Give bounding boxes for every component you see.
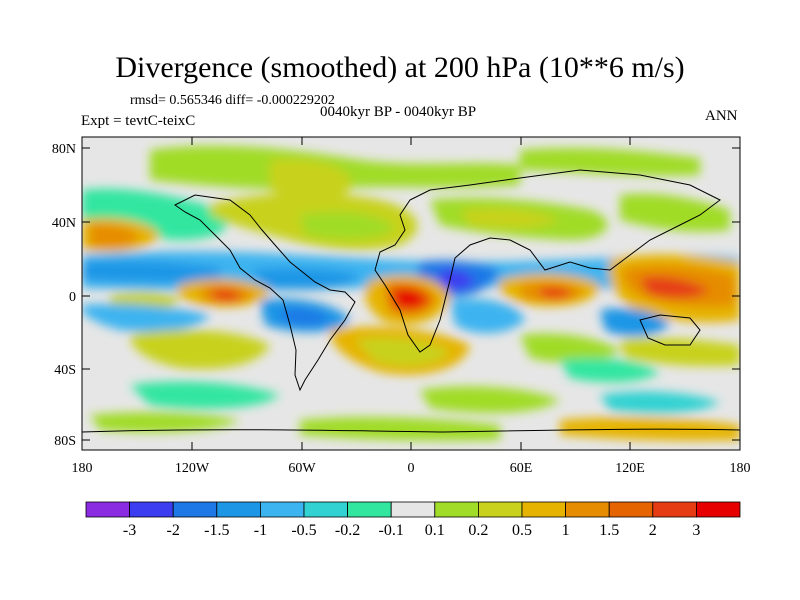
colorbar-label: -0.2 xyxy=(335,522,360,539)
colorbar-box xyxy=(390,501,436,518)
colorbar-label: 0.5 xyxy=(512,522,532,539)
colorbar-box xyxy=(129,501,174,518)
lon-label-0: 0 xyxy=(408,461,415,476)
colorbar-box xyxy=(477,501,523,518)
divergence-field xyxy=(82,137,740,450)
lon-label-60e: 60E xyxy=(510,461,533,476)
lon-tick-labels: 180 120W 60W 0 60E 120E 180 xyxy=(72,461,751,476)
lat-label-80n: 80N xyxy=(52,142,76,157)
color-fill-regions xyxy=(82,145,740,441)
colorbar-box xyxy=(303,501,348,518)
experiment-label: Expt = tevtC-teixC xyxy=(81,113,196,129)
colorbar-box xyxy=(565,501,610,518)
colorbar-box xyxy=(696,501,741,518)
colorbar-box xyxy=(347,501,392,518)
lat-label-80s: 80S xyxy=(54,434,76,449)
colorbar-label: -3 xyxy=(123,522,136,539)
lon-label-120w: 120W xyxy=(175,461,210,476)
lat-label-0: 0 xyxy=(69,290,76,305)
colorbar-box xyxy=(216,501,261,518)
coastlines xyxy=(82,169,740,433)
colorbar-box xyxy=(652,501,697,518)
colorbar-label: -0.1 xyxy=(379,522,404,539)
lat-tick-labels: 80N 40N 0 40S 80S xyxy=(52,142,76,449)
lon-label-120e: 120E xyxy=(615,461,645,476)
colorbar xyxy=(85,501,741,518)
colorbar-box xyxy=(434,501,479,518)
lat-ticks xyxy=(82,147,740,441)
colorbar-label: 0.1 xyxy=(425,522,445,539)
lat-label-40n: 40N xyxy=(52,216,76,231)
lon-label-60w: 60W xyxy=(288,461,316,476)
lon-ticks xyxy=(81,137,741,450)
colorbar-label: -1.5 xyxy=(204,522,229,539)
colorbar-box xyxy=(85,501,130,518)
colorbar-label: 3 xyxy=(692,522,700,539)
rmsd-diff-stats: rmsd= 0.565346 diff= -0.000229202 xyxy=(130,93,335,108)
colorbar-label: -0.5 xyxy=(291,522,316,539)
period-label: 0040kyr BP - 0040kyr BP xyxy=(320,104,477,120)
colorbar-box xyxy=(521,501,566,518)
colorbar-label: 0.2 xyxy=(468,522,488,539)
colorbar-labels: -3 -2 -1.5 -1 -0.5 -0.2 -0.1 0.1 0.2 0.5 1 1.5 2 3 xyxy=(123,522,700,539)
colorbar-box xyxy=(172,501,218,518)
colorbar-label: -2 xyxy=(167,522,180,539)
colorbar-label: 1 xyxy=(562,522,570,539)
colorbar-label: 1.5 xyxy=(599,522,619,539)
lon-label-180e: 180 xyxy=(730,461,751,476)
colorbar-box xyxy=(259,501,305,518)
colorbar-label: 2 xyxy=(649,522,657,539)
lon-label-180w: 180 xyxy=(72,461,93,476)
colorbar-label: -1 xyxy=(254,522,267,539)
colorbar-box xyxy=(608,501,654,518)
season-label: ANN xyxy=(705,108,738,124)
plot-title: Divergence (smoothed) at 200 hPa (10**6 … xyxy=(115,51,685,84)
lat-label-40s: 40S xyxy=(54,363,76,378)
